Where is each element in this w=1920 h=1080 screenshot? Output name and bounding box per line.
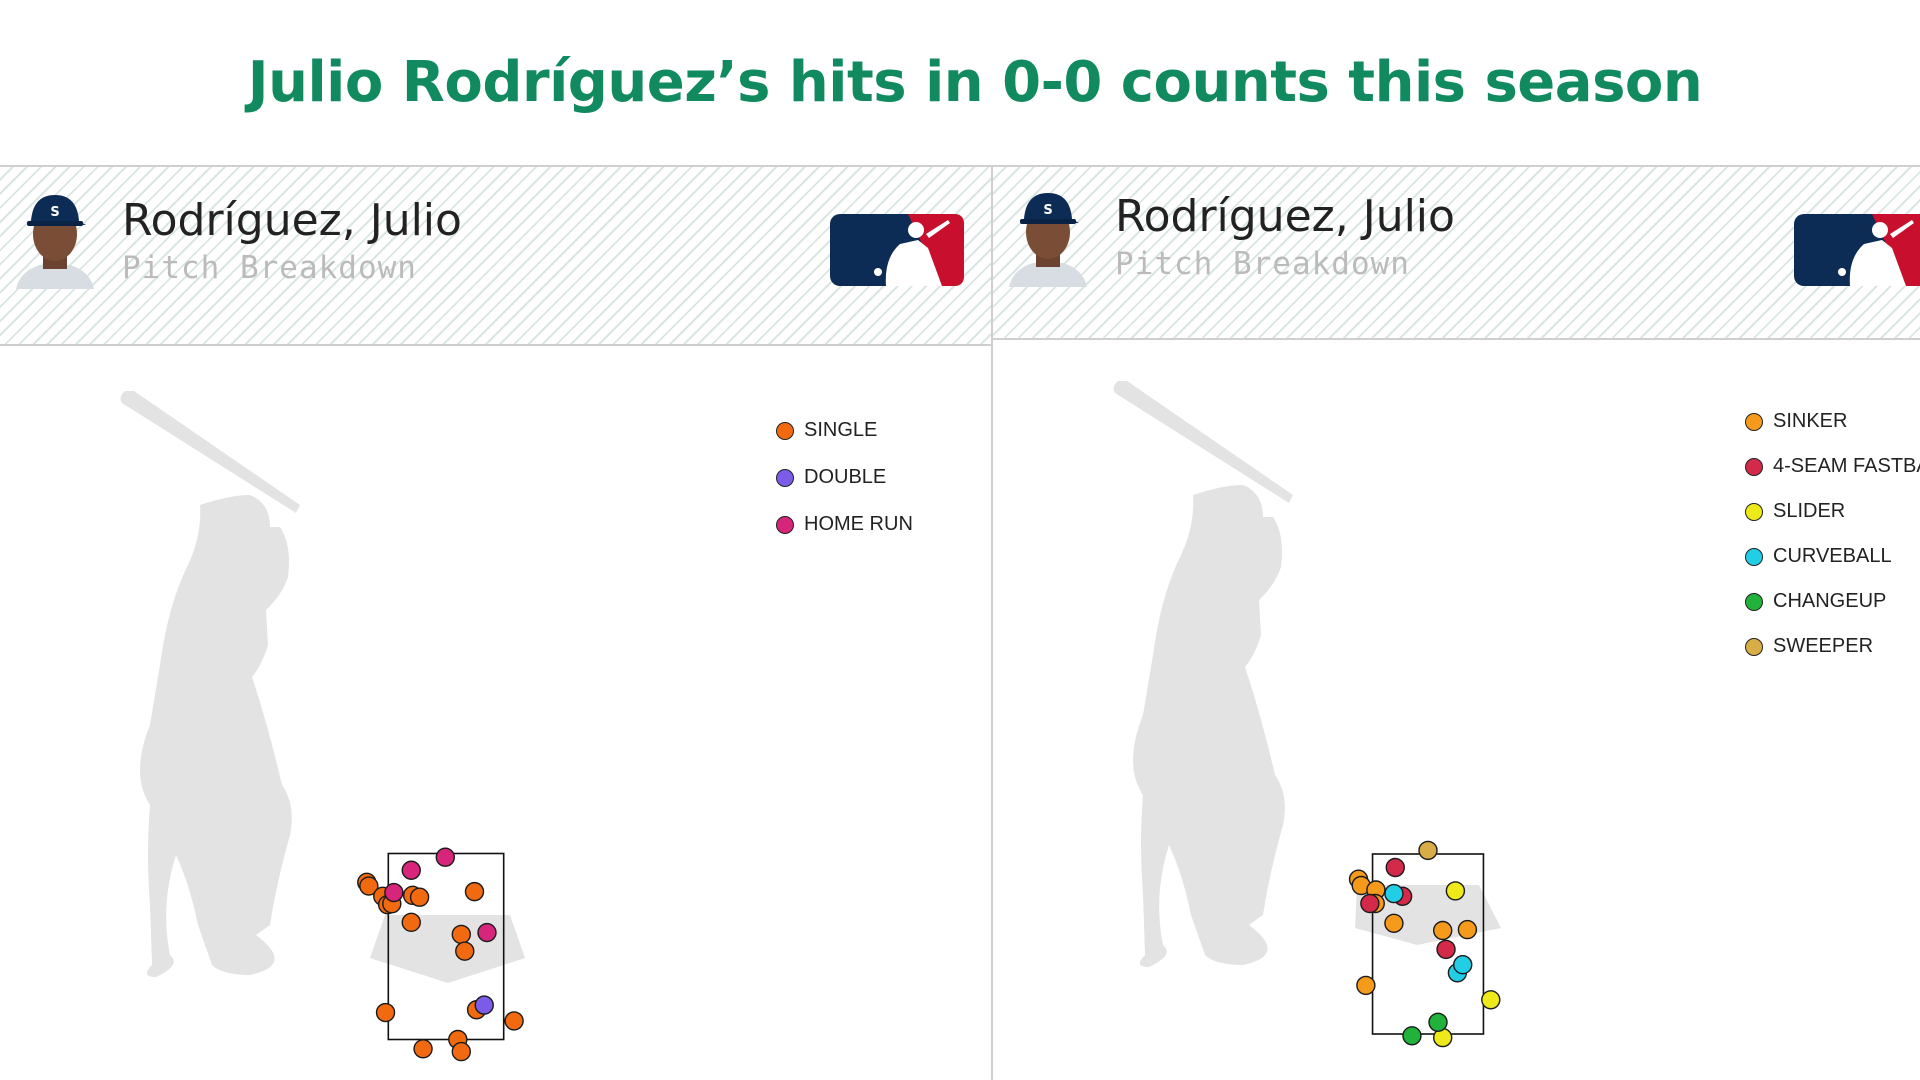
- pitch-marker-double: [474, 995, 494, 1015]
- pitch-marker-sinker: [1384, 913, 1404, 933]
- panel-subtitle: Pitch Breakdown: [1115, 246, 1410, 282]
- hit-type-panel: S Rodríguez, Julio Pitch Breakdown SINGL…: [0, 165, 993, 1080]
- pitch-marker-single: [455, 941, 475, 961]
- legend-swatch: [1745, 547, 1763, 566]
- legend-label: SINKER: [1773, 410, 1848, 433]
- panel-header: S Rodríguez, Julio Pitch Breakdown: [0, 165, 991, 346]
- pitch-marker-single: [413, 1039, 433, 1059]
- pitch-marker-single: [409, 887, 430, 907]
- legend-swatch: [1745, 592, 1763, 611]
- player-name: Rodríguez, Julio: [1115, 191, 1455, 242]
- strike-zone-box: [1371, 853, 1485, 1035]
- legend-label: DOUBLE: [804, 466, 887, 489]
- legend-item-double: DOUBLE: [776, 466, 886, 489]
- legend-item-sweeper: SWEEPER: [1745, 635, 1873, 658]
- legend-swatch: [776, 515, 794, 534]
- svg-text:S: S: [1043, 203, 1052, 218]
- pitch-marker-home-run: [477, 922, 497, 943]
- pitch-marker-curveball: [1453, 955, 1473, 975]
- legend-item-curveball: CURVEBALL: [1745, 545, 1892, 568]
- legend-label: 4-SEAM FASTBALL: [1773, 455, 1920, 478]
- pitch-markers: [357, 847, 524, 1062]
- mlb-logo: [830, 214, 964, 286]
- player-name: Rodríguez, Julio: [122, 195, 462, 246]
- legend-label: SWEEPER: [1773, 635, 1874, 658]
- legend-item-sinker: SINKER: [1745, 410, 1847, 433]
- mlb-logo: [1794, 214, 1920, 286]
- pitch-marker-single: [451, 1041, 471, 1062]
- pitch-marker-slider: [1445, 881, 1466, 901]
- player-headshot: S: [1009, 193, 1087, 287]
- legend-label: SLIDER: [1773, 500, 1846, 523]
- pitch-marker-single: [464, 881, 485, 902]
- player-headshot: S: [16, 195, 94, 289]
- pitch-marker-sinker: [1356, 975, 1376, 996]
- pitch-marker-single: [504, 1011, 524, 1031]
- legend-label: HOME RUN: [804, 513, 913, 536]
- pitch-marker-sinker: [1432, 920, 1453, 941]
- pitch-marker-single: [451, 924, 471, 945]
- pitch-marker-home-run: [384, 882, 404, 903]
- pitch-marker-changeup: [1402, 1026, 1422, 1046]
- batter-silhouette: [120, 391, 300, 977]
- pitch-marker-sweeper: [1418, 840, 1438, 861]
- pitch-type-panel: S Rodríguez, Julio Pitch Breakdown SINKE…: [993, 165, 1920, 1080]
- svg-text:S: S: [50, 205, 59, 220]
- pitch-marker-slider: [1481, 990, 1501, 1010]
- legend-item-single: SINGLE: [776, 419, 877, 442]
- home-plate: [370, 915, 525, 983]
- legend-swatch: [776, 468, 794, 487]
- legend-item-4-seam-fastball: 4-SEAM FASTBALL: [1745, 455, 1920, 478]
- pitch-marker-4-seam-fastball: [1436, 939, 1456, 960]
- legend-swatch: [1745, 637, 1763, 656]
- pitch-marker-single: [375, 1002, 396, 1023]
- pitch-marker-single: [401, 912, 421, 933]
- pitch-marker-4-seam-fastball: [1360, 893, 1380, 914]
- pitch-marker-single: [359, 876, 379, 896]
- pitch-marker-changeup: [1428, 1012, 1448, 1032]
- strike-zone: [1371, 853, 1485, 1035]
- legend-item-home-run: HOME RUN: [776, 513, 913, 536]
- legend-item-slider: SLIDER: [1745, 500, 1845, 523]
- panel-header: S Rodríguez, Julio Pitch Breakdown: [993, 165, 1920, 340]
- pitch-marker-4-seam-fastball: [1385, 857, 1405, 878]
- legend-swatch: [1745, 502, 1763, 521]
- batter-silhouette: [1113, 381, 1293, 967]
- pitch-marker-sinker: [1457, 919, 1478, 940]
- pitch-marker-home-run: [435, 847, 456, 867]
- legend-swatch: [776, 421, 794, 440]
- legend-label: CURVEBALL: [1773, 545, 1892, 568]
- panel-subtitle: Pitch Breakdown: [122, 250, 417, 286]
- legend-label: CHANGEUP: [1773, 590, 1887, 613]
- chart-title: Julio Rodríguez’s hits in 0-0 counts thi…: [247, 50, 1703, 115]
- legend-swatch: [1745, 457, 1763, 476]
- pitch-marker-curveball: [1384, 883, 1404, 904]
- pitch-marker-home-run: [401, 860, 421, 880]
- legend-swatch: [1745, 412, 1763, 431]
- pitch-location-plot: [120, 391, 525, 1062]
- legend-label: SINGLE: [804, 419, 878, 442]
- legend-item-changeup: CHANGEUP: [1745, 590, 1886, 613]
- pitch-location-plot: [1113, 381, 1501, 1048]
- pitch-markers: [1348, 840, 1501, 1048]
